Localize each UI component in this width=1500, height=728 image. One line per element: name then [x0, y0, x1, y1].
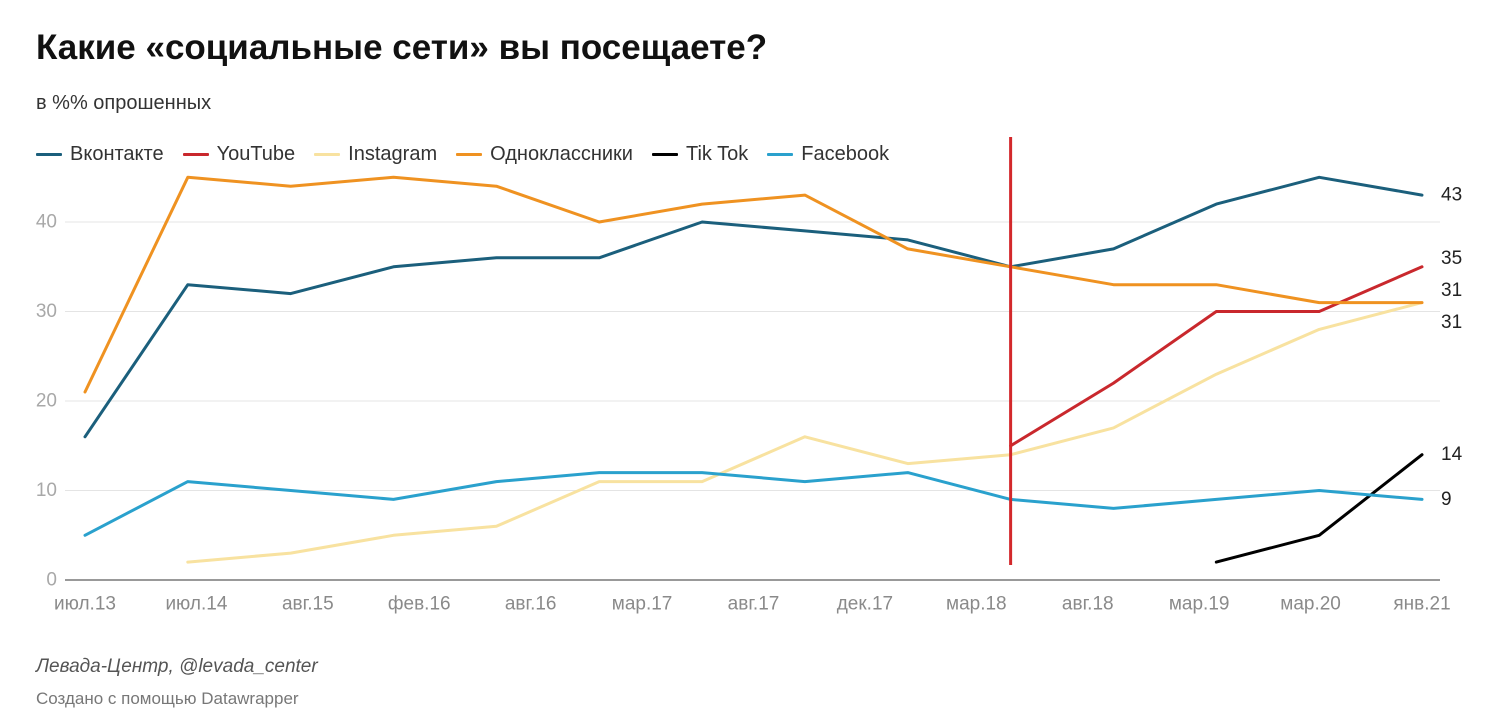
legend-label-odnoklassniki: Одноклассники — [490, 143, 633, 165]
x-tick-label: июл.14 — [165, 594, 227, 615]
end-value-label-youtube: 35 — [1441, 248, 1462, 269]
legend-label-youtube: YouTube — [216, 143, 296, 165]
chart-title: Какие «социальные сети» вы посещаете? — [36, 28, 768, 67]
x-tick-label: авг.17 — [728, 594, 780, 615]
y-tick-label: 20 — [36, 391, 57, 412]
series-line-vkontakte — [83, 175, 1424, 439]
chart-subtitle: в %% опрошенных — [36, 92, 212, 114]
end-value-label-instagram: 31 — [1441, 280, 1462, 301]
legend-item-instagram: Instagram — [314, 141, 437, 167]
legend-label-tiktok: Tik Tok — [685, 143, 749, 165]
legend: Вконтакте YouTube Instagram Одноклассник… — [36, 141, 889, 167]
x-tick-label: мар.18 — [946, 594, 1007, 615]
series-line-facebook — [83, 471, 1424, 537]
x-tick-label: мар.17 — [612, 594, 673, 615]
end-value-label-facebook: 9 — [1441, 489, 1452, 510]
x-tick-label: фев.16 — [388, 594, 451, 615]
series-line-youtube — [1009, 265, 1424, 448]
end-value-label-tiktok: 14 — [1441, 444, 1463, 465]
line-chart: 0 10 20 30 40 июл.13 июл.14 авг.15 фев.16 авг.16 м… — [36, 137, 1463, 615]
series-line-odnoklassniki — [83, 175, 1424, 394]
legend-label-vkontakte: Вконтакте — [70, 143, 164, 165]
source-note: Левада-Центр, @levada_center — [36, 656, 318, 677]
legend-swatch-vkontakte — [36, 152, 62, 156]
series-line-tiktok — [1214, 453, 1424, 564]
x-tick-label: авг.16 — [505, 594, 557, 615]
x-tick-label: авг.18 — [1062, 594, 1114, 615]
legend-swatch-odnoklassniki — [456, 152, 483, 156]
y-tick-label: 10 — [36, 480, 57, 501]
legend-swatch-tiktok — [651, 152, 678, 156]
y-tick-label: 40 — [36, 212, 57, 233]
legend-item-youtube: YouTube — [182, 141, 296, 167]
x-tick-label: мар.20 — [1280, 594, 1341, 615]
legend-item-vkontakte: Вконтакте — [36, 141, 164, 167]
legend-label-facebook: Facebook — [801, 143, 890, 165]
x-tick-label: янв.21 — [1393, 594, 1450, 615]
legend-swatch-instagram — [314, 152, 341, 156]
series-line-instagram — [186, 301, 1424, 564]
x-tick-label: июл.13 — [54, 594, 116, 615]
legend-swatch-facebook — [767, 152, 794, 156]
x-tick-label: дек.17 — [837, 594, 893, 615]
end-value-label-odnoklassniki: 31 — [1441, 312, 1462, 333]
y-tick-label: 0 — [46, 570, 57, 591]
end-value-label-vkontakte: 43 — [1441, 185, 1462, 206]
y-tick-label: 30 — [36, 301, 57, 322]
legend-item-tiktok: Tik Tok — [651, 141, 749, 167]
x-tick-label: авг.15 — [282, 594, 334, 615]
legend-label-instagram: Instagram — [348, 143, 438, 165]
legend-item-facebook: Facebook — [767, 141, 889, 167]
legend-swatch-youtube — [182, 152, 209, 156]
x-tick-label: мар.19 — [1169, 594, 1230, 615]
datawrapper-credit: Создано с помощью Datawrapper — [36, 689, 299, 708]
legend-item-odnoklassniki: Одноклассники — [456, 141, 633, 167]
